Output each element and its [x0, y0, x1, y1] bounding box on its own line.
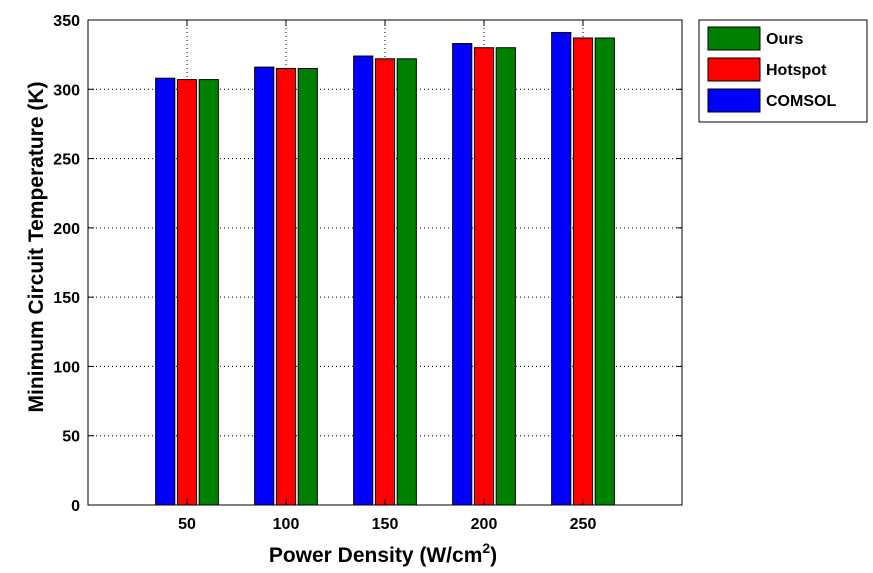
legend-label-ours: Ours	[766, 31, 803, 48]
legend: Ours Hotspot COMSOL	[698, 19, 868, 123]
bar-comsol-50	[155, 77, 176, 506]
y-tick-label: 200	[53, 221, 80, 238]
bar-hotspot-150	[374, 58, 396, 506]
bar-ours-150	[396, 58, 417, 506]
y-tick-label: 300	[53, 82, 80, 99]
x-axis-label-suffix: )	[490, 544, 497, 567]
bar-comsol-250	[551, 31, 572, 506]
bar-comsol-100	[254, 66, 275, 506]
bar-comsol-150	[353, 55, 374, 506]
legend-swatch-hotspot	[707, 57, 761, 82]
y-axis-ticks: 0 50 100 150 200 250 300 350	[53, 13, 682, 515]
y-tick-label: 150	[53, 290, 80, 307]
bar-hotspot-50	[176, 79, 198, 506]
bar-hotspot-200	[473, 47, 495, 506]
x-axis-label-main: Power Density (W/cm	[269, 544, 483, 567]
x-tick-label: 200	[471, 516, 498, 533]
bar-ours-200	[495, 47, 516, 506]
x-axis-label-superscript: 2	[482, 540, 490, 556]
bar-ours-250	[594, 37, 615, 506]
legend-label-hotspot: Hotspot	[766, 62, 827, 79]
bar-ours-50	[198, 79, 219, 506]
bar-comsol-200	[452, 43, 473, 506]
y-axis-label: Minimum Circuit Temperature (K)	[25, 82, 48, 413]
legend-label-comsol: COMSOL	[766, 93, 836, 110]
y-tick-label: 350	[53, 13, 80, 30]
y-tick-label: 100	[53, 359, 80, 376]
y-tick-label: 50	[62, 429, 80, 446]
x-tick-label: 250	[570, 516, 597, 533]
y-tick-label: 0	[71, 498, 80, 515]
legend-swatch-comsol	[707, 88, 761, 113]
x-tick-label: 100	[273, 516, 300, 533]
bar-hotspot-100	[275, 68, 297, 506]
bars	[155, 31, 615, 506]
x-tick-label: 150	[372, 516, 399, 533]
x-axis-label: Power Density (W/cm2)	[269, 540, 497, 567]
bar-hotspot-250	[572, 37, 594, 506]
legend-swatch-ours	[707, 26, 761, 51]
x-axis-ticks: 50 100 150 200 250	[178, 20, 596, 533]
bar-ours-100	[297, 68, 318, 506]
x-tick-label: 50	[178, 516, 196, 533]
y-tick-label: 250	[53, 152, 80, 169]
